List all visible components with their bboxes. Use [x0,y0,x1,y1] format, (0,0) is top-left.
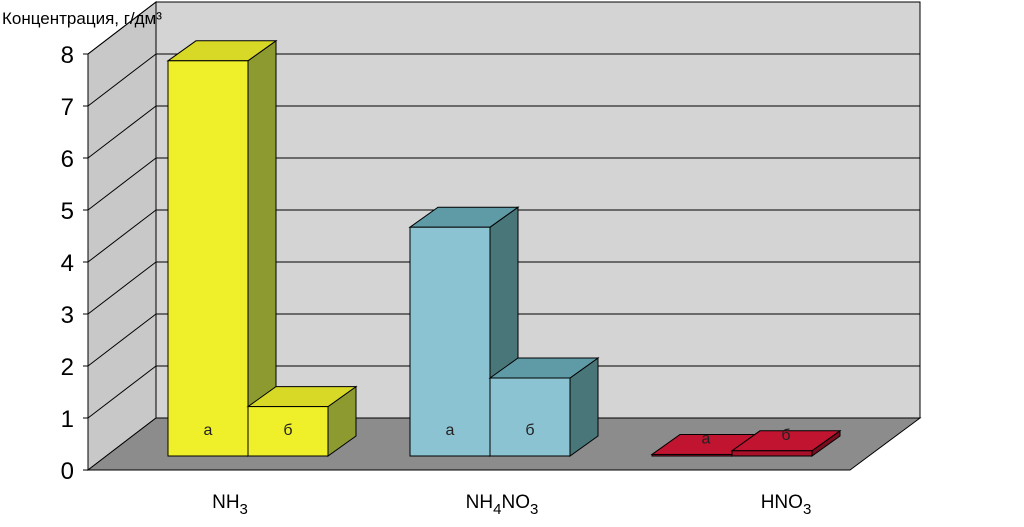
y-tick-label: 3 [61,302,74,329]
gridline-diagonal [87,209,157,263]
category-label-base: NH [212,492,239,513]
bar-series-label: а [204,422,213,439]
bar [651,453,733,457]
category-label-subscript: 4 [493,501,501,518]
category-label-subscript: 3 [240,501,248,518]
bar-series-label: б [283,422,292,439]
y-tick-label: 8 [61,42,74,69]
bar-series-label: б [781,427,790,444]
bar-series-label: а [446,422,455,439]
y-tick-label: 4 [61,250,74,277]
y-tick-label: 1 [61,406,74,433]
category-label-tail-subscript: 3 [530,501,538,518]
bar [167,60,249,457]
category-label: NH3 [212,492,248,518]
gridline-diagonal [87,313,157,367]
bar [247,406,329,457]
category-label: NH4NO3 [466,492,539,518]
y-tick-label: 7 [61,94,74,121]
gridline-diagonal [87,157,157,211]
gridline-diagonal [87,53,157,107]
category-label-base: HNO [761,492,803,513]
y-tick-label: 5 [61,198,74,225]
bar [409,226,491,457]
gridline-diagonal [87,105,157,159]
bar [731,450,813,457]
bar-series-label: б [525,422,534,439]
y-tick-label: 0 [61,458,74,485]
category-label-base: NH [466,492,493,513]
gridline-diagonal [87,1,157,55]
bar-series-label: а [702,430,711,447]
y-tick-label: 6 [61,146,74,173]
gridline-diagonal [87,365,157,419]
gridline-diagonal [87,261,157,315]
category-label: HNO3 [761,492,812,518]
category-label-tail: NO [501,492,530,513]
bar [489,377,571,457]
category-label-subscript: 3 [803,501,811,518]
y-tick-label: 2 [61,354,74,381]
y-axis-label: Концентрация, г/дм³ [2,9,162,28]
